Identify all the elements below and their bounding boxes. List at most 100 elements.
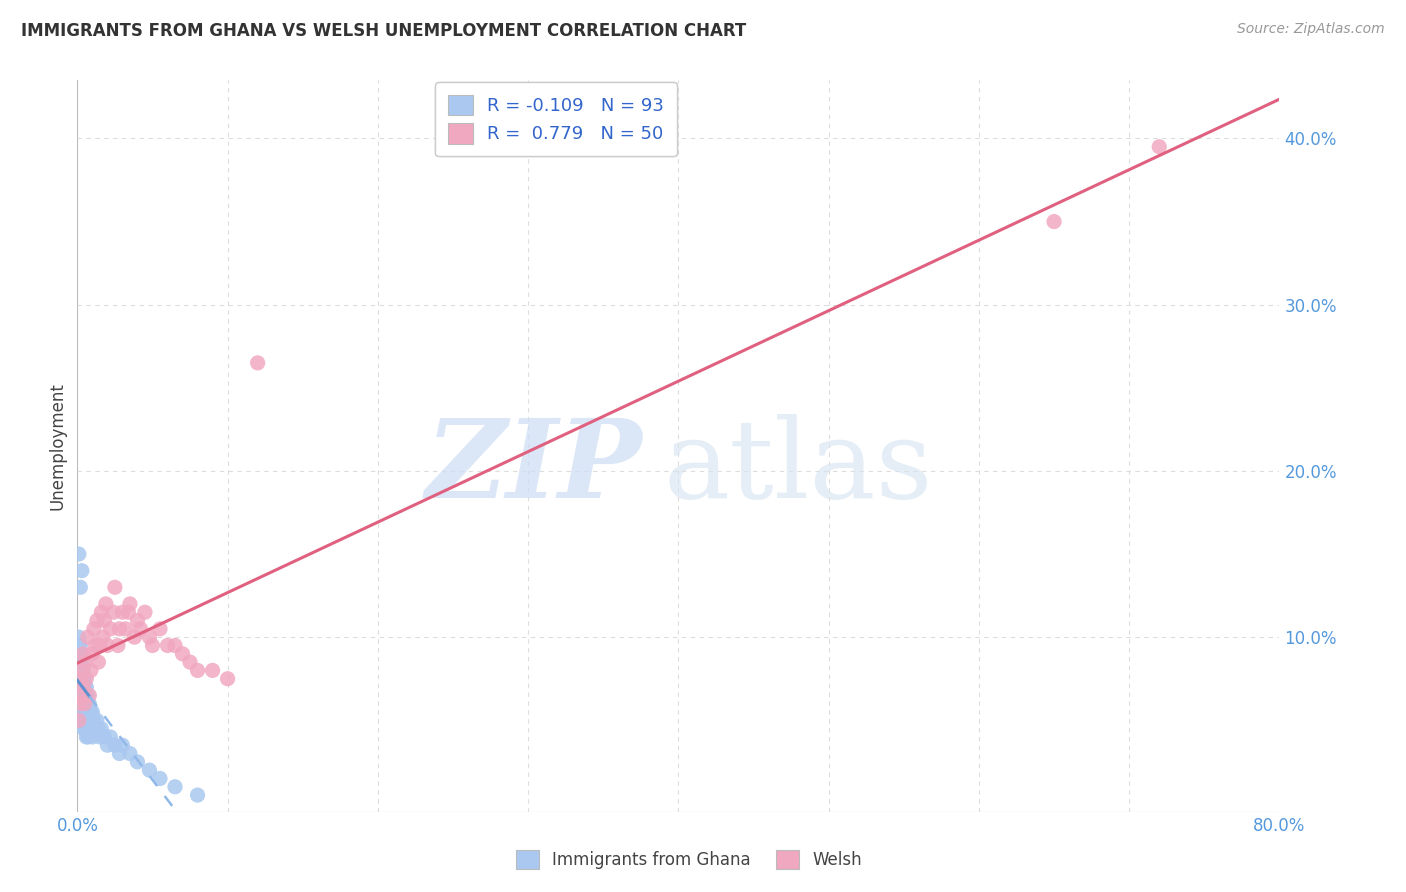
Point (80, 722, 103, 736)
Point (69, 672, 91, 686)
Legend: Immigrants from Ghana, Welsh: Immigrants from Ghana, Welsh (506, 840, 872, 880)
Point (69, 680, 91, 694)
Point (117, 605, 139, 619)
Point (79, 689, 101, 703)
Point (72, 689, 94, 703)
Point (69, 697, 91, 711)
Point (107, 639, 129, 653)
Point (127, 614, 149, 628)
Point (108, 622, 131, 636)
Point (100, 622, 122, 636)
Point (69, 697, 91, 711)
Point (75, 714, 97, 728)
Point (90, 722, 112, 736)
Point (79, 714, 101, 728)
Point (67, 639, 90, 653)
Point (1043, 214, 1066, 228)
Y-axis label: Unemployment: Unemployment (48, 382, 66, 510)
Point (111, 605, 134, 619)
Point (69, 689, 91, 703)
Point (67, 639, 90, 653)
Legend: R = -0.109   N = 93, R =  0.779   N = 50: R = -0.109 N = 93, R = 0.779 N = 50 (434, 82, 676, 156)
Point (72, 697, 94, 711)
Point (73, 722, 96, 736)
Point (72, 664, 94, 678)
Point (87, 722, 110, 736)
Point (69, 580, 91, 594)
Point (67, 689, 90, 703)
Point (1149, 140, 1171, 154)
Point (129, 622, 152, 636)
Point (141, 639, 163, 653)
Text: Source: ZipAtlas.com: Source: ZipAtlas.com (1237, 22, 1385, 37)
Point (73, 655, 96, 669)
Point (72, 680, 94, 694)
Point (76, 705, 98, 719)
Point (70, 689, 93, 703)
Point (69, 672, 91, 686)
Point (201, 664, 224, 678)
Point (73, 714, 96, 728)
Point (75, 680, 97, 694)
Point (67, 647, 90, 661)
Point (79, 697, 101, 711)
Point (187, 788, 209, 802)
Point (72, 697, 94, 711)
Point (83, 714, 105, 728)
Point (72, 680, 94, 694)
Point (67, 647, 90, 661)
Point (111, 738, 134, 752)
Point (70, 689, 93, 703)
Point (94, 597, 117, 611)
Point (89, 730, 111, 744)
Point (72, 672, 94, 686)
Point (69, 664, 91, 678)
Point (89, 639, 111, 653)
Point (67, 647, 90, 661)
Point (69, 664, 91, 678)
Point (76, 730, 98, 744)
Point (67, 655, 90, 669)
Point (69, 647, 91, 661)
Point (73, 672, 96, 686)
Point (217, 672, 239, 686)
Point (69, 697, 91, 711)
Point (75, 672, 97, 686)
Point (69, 689, 91, 703)
Point (67, 630, 90, 644)
Point (70, 664, 93, 678)
Point (70, 697, 93, 711)
Point (67, 689, 90, 703)
Point (76, 689, 98, 703)
Point (76, 630, 98, 644)
Point (73, 697, 96, 711)
Point (172, 647, 194, 661)
Point (96, 738, 118, 752)
Point (69, 705, 91, 719)
Point (86, 614, 108, 628)
Point (67, 655, 90, 669)
Point (104, 580, 127, 594)
Point (118, 747, 141, 761)
Point (67, 680, 90, 694)
Point (108, 747, 131, 761)
Point (70, 564, 93, 578)
Point (246, 356, 269, 370)
Point (67, 664, 90, 678)
Point (86, 714, 108, 728)
Point (73, 680, 96, 694)
Point (134, 605, 156, 619)
Point (69, 655, 91, 669)
Point (69, 680, 91, 694)
Point (67, 714, 90, 728)
Point (72, 647, 94, 661)
Point (72, 705, 94, 719)
Point (87, 655, 110, 669)
Point (114, 622, 136, 636)
Point (149, 772, 172, 786)
Point (67, 655, 90, 669)
Point (70, 689, 93, 703)
Point (90, 605, 112, 619)
Point (104, 738, 127, 752)
Point (70, 680, 93, 694)
